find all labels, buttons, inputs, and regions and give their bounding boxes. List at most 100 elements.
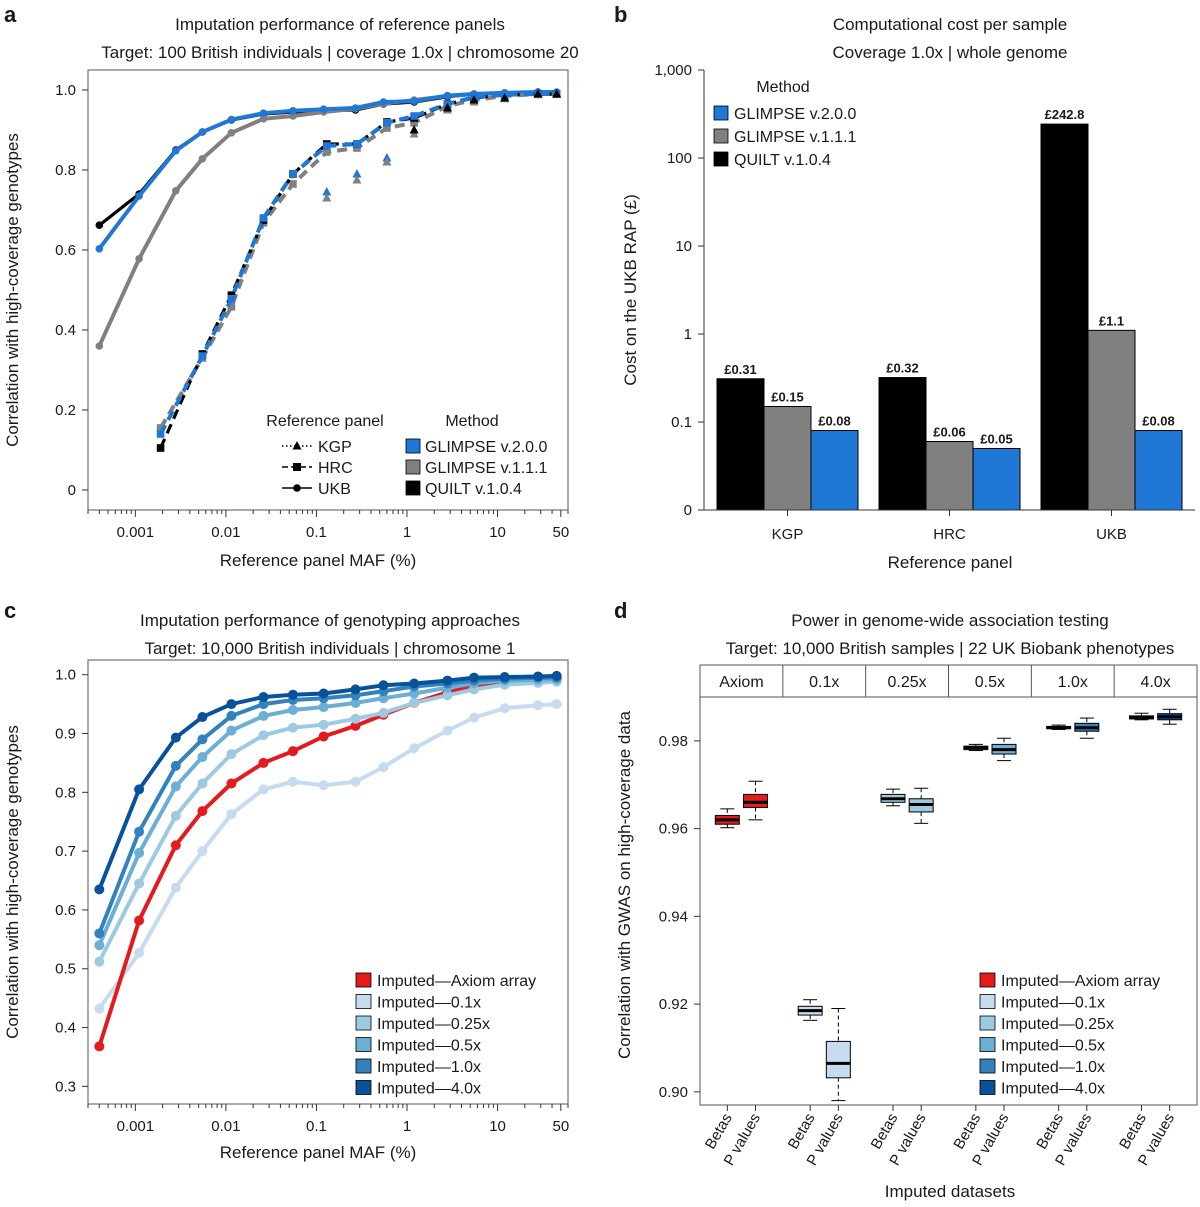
panel-c-point <box>350 776 361 787</box>
panel-d-y-tick-label: 0.92 <box>659 996 688 1013</box>
panel-b-bar-label: £0.08 <box>818 414 851 429</box>
panel-d-box <box>1157 708 1183 725</box>
panel-a-point <box>198 352 207 360</box>
panel-c-point <box>409 688 420 699</box>
panel-b-y-tick-label: 100 <box>667 150 692 167</box>
panel-a-point <box>552 89 562 98</box>
panel-a-y-tick-label: 0 <box>68 482 76 499</box>
panel-a-y-tick-label: 0.6 <box>55 242 76 259</box>
panel-c-point <box>94 1003 105 1014</box>
panel-a-point <box>351 104 360 112</box>
panel-c-y-tick-label: 0.4 <box>55 1020 76 1037</box>
panel-c-x-tick-label: 0.01 <box>211 1118 240 1135</box>
panel-c-title: Imputation performance of genotyping app… <box>140 611 520 630</box>
panel-d-box <box>991 737 1017 762</box>
panel-d-group-header: Axiom <box>719 674 763 691</box>
panel-a-y-tick-label: 0.2 <box>55 402 76 419</box>
panel-c-point <box>94 884 105 895</box>
panel-d-legend-swatch <box>979 1058 996 1074</box>
panel-c-series-2 <box>94 676 562 967</box>
panel-a-point <box>198 155 207 163</box>
panel-a-point <box>156 430 165 438</box>
panel-a-point <box>289 180 297 188</box>
panel-d-y-tick-label: 0.96 <box>659 821 688 838</box>
panel-letter-c: c <box>4 598 16 623</box>
panel-a-point <box>383 119 391 127</box>
panel-c-point <box>409 743 420 754</box>
panel-c-point <box>134 915 145 926</box>
panel-d-group-header: 0.1x <box>809 674 839 691</box>
panel-c-y-tick-label: 1.0 <box>55 667 76 684</box>
panel-a-legend-panel-item: KGP <box>318 439 352 456</box>
panel-c-legend-swatch <box>355 1015 372 1031</box>
panel-a-point <box>353 140 361 148</box>
panel-c-legend-swatch <box>355 972 372 988</box>
panel-a-x-tick-label: 50 <box>552 524 569 541</box>
panel-a-line <box>158 92 557 430</box>
panel-c-point <box>197 806 208 817</box>
panel-a-point <box>322 193 332 202</box>
panel-d-y-tick-label: 0.90 <box>659 1084 688 1101</box>
panel-c-legend-swatch <box>355 994 372 1009</box>
panel-c-point <box>499 672 510 683</box>
panel-c-line <box>97 677 557 946</box>
panel-a-legend-swatch <box>405 438 421 454</box>
panel-d-y-label: Correlation with GWAS on high-coverage d… <box>615 710 634 1059</box>
panel-a-legend <box>282 438 421 496</box>
panel-c-line <box>97 677 557 1048</box>
panel-b-bar <box>716 378 765 511</box>
panel-a-x-tick-label: 1 <box>403 524 411 541</box>
panel-a-point <box>95 245 104 253</box>
panel-c-point <box>134 847 145 858</box>
panel-c-point <box>318 731 329 742</box>
panel-b-bar <box>763 406 812 511</box>
panel-d-legend-swatch <box>979 972 996 988</box>
panel-c-point <box>134 784 145 795</box>
panel-b-y-tick-label: 0 <box>684 502 692 519</box>
panel-c-point <box>409 697 420 708</box>
panel-c-point <box>533 671 544 682</box>
panel-b-bar-label: £0.31 <box>724 362 757 377</box>
panel-d-legend-swatch <box>979 1015 996 1031</box>
panel-d-box <box>880 788 906 807</box>
panel-b-bar <box>1134 430 1183 511</box>
panel-d-group-header: 4.0x <box>1140 674 1170 691</box>
panel-d-y-tick-label: 0.98 <box>659 733 688 750</box>
panel-a-point <box>172 147 180 155</box>
panel-a-x-label: Reference panel MAF (%) <box>220 551 417 570</box>
panel-c-point <box>378 693 389 704</box>
panel-d-box <box>963 743 989 752</box>
panel-d-box <box>825 1007 851 1102</box>
panel-a-point <box>95 221 104 229</box>
panel-d-legend-item: Imputed—0.25x <box>1001 1016 1114 1033</box>
panel-letter-a: a <box>4 2 17 27</box>
panel-c-point <box>442 725 453 736</box>
panel-c-point <box>197 846 208 857</box>
panel-c-series-0 <box>94 699 562 1014</box>
panel-c-y-tick-label: 0.6 <box>55 902 76 919</box>
panel-a-point <box>198 128 207 136</box>
panel-c-point <box>258 784 269 795</box>
panel-a-point <box>156 444 165 452</box>
panel-d-legend-swatch <box>979 1037 996 1052</box>
panel-a-point <box>156 424 165 432</box>
panel-c-point <box>226 699 237 710</box>
panel-c-point <box>134 878 145 889</box>
panel-a-point <box>227 129 236 137</box>
panel-c-point <box>287 689 298 700</box>
panel-a-point <box>469 95 479 104</box>
panel-a <box>82 69 569 517</box>
panel-a-point <box>500 93 510 102</box>
panel-b-subtitle: Coverage 1.0x | whole genome <box>832 43 1067 62</box>
panel-d-legend-item: Imputed—0.5x <box>1001 1038 1105 1055</box>
panel-c-point <box>287 722 298 733</box>
panel-c-legend-item: Imputed—4.0x <box>377 1081 481 1098</box>
panel-b-legend-item: QUILT v.1.0.4 <box>734 152 831 169</box>
panel-c-point <box>287 704 298 715</box>
panel-c-legend-item: Imputed—0.5x <box>377 1038 481 1055</box>
panel-c-line <box>97 702 557 1010</box>
panel-d-group-header: 0.25x <box>888 674 927 691</box>
panel-a-legend-method-title: Method <box>445 413 498 430</box>
panel-d-y-tick-label: 0.94 <box>659 908 688 925</box>
panel-b-bar-label: £242.8 <box>1045 107 1085 122</box>
